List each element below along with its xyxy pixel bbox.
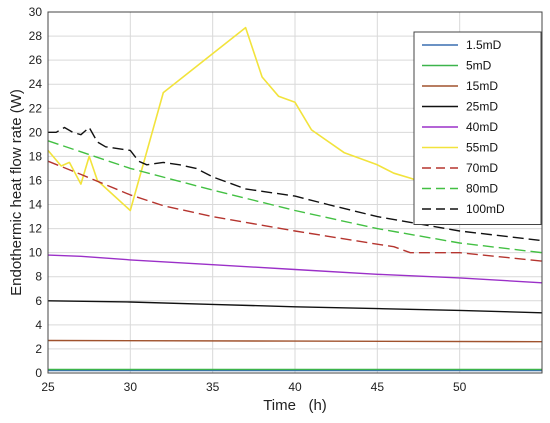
y-tick-label: 22 — [29, 101, 43, 115]
legend: 1.5mD 5mD 15mD 25mD 40mD 55mD 70mD 80mD 100mD — [413, 31, 542, 225]
y-tick-label: 24 — [29, 77, 43, 91]
x-axis: 25 30 35 40 45 50 — [41, 380, 466, 394]
x-tick-label: 25 — [41, 380, 55, 394]
series-line-40md — [47, 254, 543, 284]
legend-label: 1.5mD — [466, 38, 502, 52]
y-tick-label: 20 — [29, 125, 43, 139]
y-tick-label: 28 — [29, 29, 43, 43]
legend-label: 25mD — [466, 100, 498, 114]
series-line-25md — [47, 300, 543, 314]
y-tick-label: 30 — [29, 5, 43, 19]
series-lines — [47, 26, 543, 372]
x-tick-label: 35 — [206, 380, 220, 394]
plot-frame — [47, 11, 543, 374]
y-tick-label: 8 — [35, 270, 42, 284]
series-line-55md — [47, 26, 543, 221]
x-tick-label: 30 — [124, 380, 138, 394]
y-tick-label: 10 — [29, 246, 43, 260]
y-tick-label: 26 — [29, 53, 43, 67]
legend-label: 40mD — [466, 120, 498, 134]
y-axis-label: Endothermic heat flow rate (W) — [8, 89, 25, 296]
legend-label: 80mD — [466, 182, 498, 196]
series-line-80md — [47, 140, 543, 254]
y-tick-label: 4 — [35, 318, 42, 332]
y-tick-label: 0 — [35, 366, 42, 380]
legend-label: 70mD — [466, 161, 498, 175]
legend-label: 5mD — [466, 59, 492, 73]
y-tick-label: 12 — [29, 222, 43, 236]
series-line-100md — [48, 126, 543, 242]
legend-box — [413, 31, 542, 225]
y-tick-label: 18 — [29, 149, 43, 163]
y-tick-label: 6 — [35, 294, 42, 308]
legend-label: 15mD — [466, 79, 498, 93]
legend-label: 100mD — [466, 202, 505, 216]
x-axis-label: Time (h) — [263, 397, 327, 414]
y-tick-label: 2 — [35, 342, 42, 356]
series-line-70md — [47, 160, 543, 262]
y-tick-label: 14 — [29, 198, 43, 212]
x-tick-label: 45 — [371, 380, 385, 394]
x-tick-label: 40 — [288, 380, 302, 394]
x-tick-label: 50 — [453, 380, 467, 394]
series-line-15md — [47, 339, 543, 343]
y-tick-label: 16 — [29, 173, 43, 187]
legend-label: 55mD — [466, 141, 498, 155]
